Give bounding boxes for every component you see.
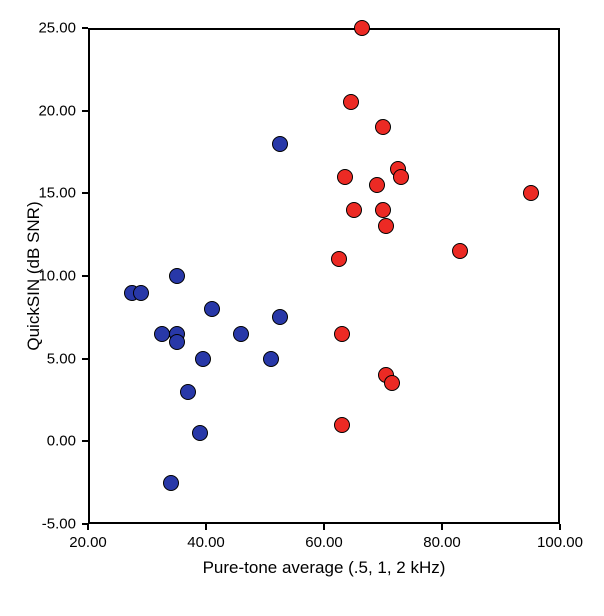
scatter-point-red (354, 20, 370, 36)
scatter-point-red (343, 94, 359, 110)
scatter-point-blue (133, 285, 149, 301)
y-tick-label: 5.00 (47, 350, 76, 367)
y-tick (82, 275, 88, 277)
x-tick-label: 40.00 (187, 534, 225, 551)
scatter-point-blue (169, 334, 185, 350)
x-axis-label: Pure-tone average (.5, 1, 2 kHz) (203, 558, 446, 578)
scatter-point-blue (233, 326, 249, 342)
plot-area (88, 28, 560, 524)
scatter-point-red (375, 119, 391, 135)
scatter-point-blue (204, 301, 220, 317)
scatter-point-red (346, 202, 362, 218)
y-tick (82, 192, 88, 194)
scatter-point-red (384, 375, 400, 391)
x-tick (559, 524, 561, 530)
y-tick (82, 440, 88, 442)
x-tick-label: 60.00 (305, 534, 343, 551)
scatter-point-red (369, 177, 385, 193)
scatter-point-red (334, 417, 350, 433)
y-tick (82, 27, 88, 29)
scatter-point-red (523, 185, 539, 201)
scatter-point-red (375, 202, 391, 218)
chart-container: QuickSIN (dB SNR) Pure-tone average (.5,… (0, 0, 604, 616)
y-tick-label: 0.00 (47, 433, 76, 450)
x-tick-label: 20.00 (69, 534, 107, 551)
y-tick-label: 15.00 (38, 185, 76, 202)
x-tick (323, 524, 325, 530)
y-tick-label: -5.00 (42, 516, 76, 533)
scatter-point-red (452, 243, 468, 259)
scatter-point-red (334, 326, 350, 342)
scatter-point-red (378, 218, 394, 234)
y-tick-label: 20.00 (38, 102, 76, 119)
scatter-point-blue (163, 475, 179, 491)
x-tick (205, 524, 207, 530)
y-tick (82, 110, 88, 112)
x-tick-label: 80.00 (423, 534, 461, 551)
scatter-point-blue (263, 351, 279, 367)
scatter-point-red (337, 169, 353, 185)
x-tick (441, 524, 443, 530)
y-tick-label: 25.00 (38, 20, 76, 37)
scatter-point-blue (154, 326, 170, 342)
x-tick-label: 100.00 (537, 534, 583, 551)
scatter-point-blue (192, 425, 208, 441)
y-tick (82, 358, 88, 360)
scatter-point-red (393, 169, 409, 185)
scatter-point-blue (195, 351, 211, 367)
scatter-point-red (331, 251, 347, 267)
scatter-point-blue (272, 309, 288, 325)
scatter-point-blue (180, 384, 196, 400)
y-tick (82, 523, 88, 525)
scatter-point-blue (169, 268, 185, 284)
scatter-point-blue (272, 136, 288, 152)
y-tick-label: 10.00 (38, 268, 76, 285)
